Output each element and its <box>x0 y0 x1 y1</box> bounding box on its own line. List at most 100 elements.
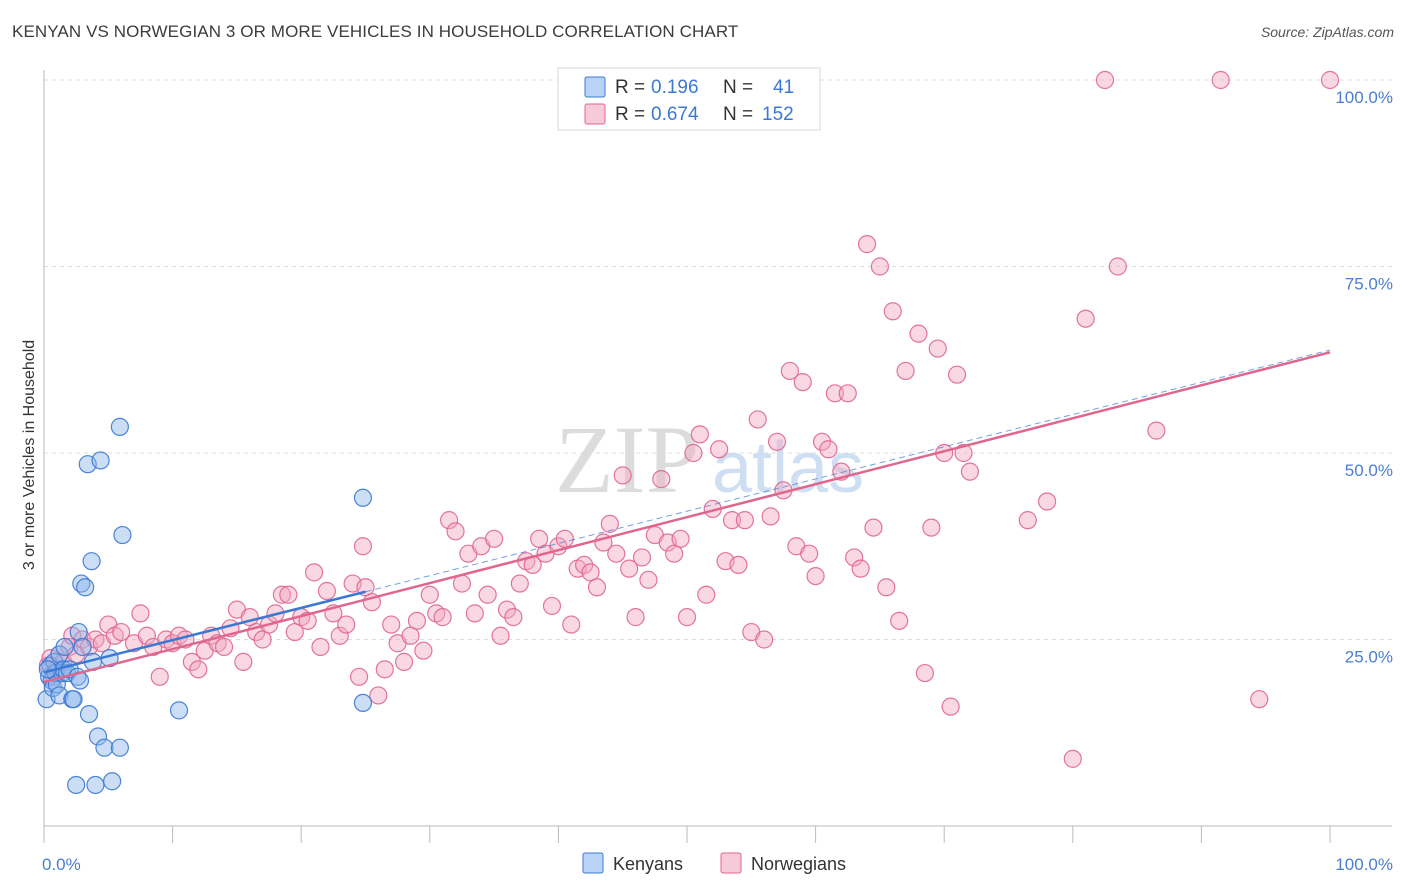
norwegians-point-116 <box>761 507 780 526</box>
norwegians-point-97 <box>639 570 658 589</box>
kenyans-point-30 <box>91 451 110 470</box>
kenyans-point-36 <box>113 525 132 545</box>
norwegians-point-46 <box>317 581 337 601</box>
norwegians-point-119 <box>780 361 799 381</box>
norwegians-point-65 <box>433 608 452 627</box>
kenyans-point-22 <box>73 637 92 657</box>
norwegians-point-103 <box>677 608 697 627</box>
kenyans-point-12 <box>55 637 74 657</box>
norwegians-point-105 <box>690 425 709 444</box>
norwegians-point-25 <box>182 652 201 671</box>
norwegians-point-70 <box>465 604 484 623</box>
norwegians-point-130 <box>851 559 870 578</box>
x-tick-labels: 0.0% 100.0% <box>42 855 1393 874</box>
norwegians-point-125 <box>819 440 838 459</box>
norwegians-point-108 <box>710 440 729 459</box>
norwegians-point-57 <box>382 615 401 634</box>
norwegians-point-39 <box>272 585 292 604</box>
bottom-legend: Kenyans Norwegians <box>582 852 846 874</box>
norwegians-point-140 <box>922 518 941 537</box>
norwegians-point-139 <box>915 663 935 683</box>
norwegians-point-123 <box>806 566 825 586</box>
norwegians-point-89 <box>587 578 607 597</box>
kenyans-point-35 <box>110 417 129 436</box>
x-tick-label-min: 0.0% <box>42 855 81 874</box>
norwegians-point-91 <box>600 514 619 533</box>
norwegians-point-45 <box>311 637 330 657</box>
kenyans-point-26 <box>82 552 101 571</box>
y-tick-label-75: 75.0% <box>1345 275 1393 294</box>
norwegians-point-149 <box>1063 749 1082 768</box>
norwegians-point-121 <box>793 373 812 392</box>
norwegians-point-85 <box>562 615 581 634</box>
norwegians-point-56 <box>375 660 394 679</box>
kenyans-point-31 <box>95 738 114 757</box>
legend-r-label-norwegians: R = <box>615 104 645 125</box>
kenyans-point-38 <box>353 488 373 507</box>
watermark: ZIP atlas <box>555 406 864 513</box>
norwegians-point-134 <box>877 578 896 597</box>
norwegians-point-143 <box>941 697 960 716</box>
norwegians-point-17 <box>131 604 150 623</box>
norwegians-point-145 <box>954 443 973 463</box>
norwegians-point-138 <box>909 324 928 343</box>
kenyans-point-23 <box>76 578 95 597</box>
series-norwegians <box>38 70 1340 768</box>
norwegians-point-48 <box>330 626 349 645</box>
y-tick-label-100: 100.0% <box>1335 88 1393 107</box>
norwegians-point-126 <box>825 384 844 403</box>
legend-r-value-kenyans: 0.196 <box>651 77 699 98</box>
axes <box>43 70 1392 827</box>
norwegians-point-15 <box>112 622 131 642</box>
source-label: Source: ZipAtlas.com <box>1260 24 1394 40</box>
norwegians-point-132 <box>864 518 883 537</box>
norwegians-point-122 <box>800 544 819 563</box>
x-tick-label-max: 100.0% <box>1335 855 1393 874</box>
watermark-zip: ZIP <box>555 406 699 513</box>
norwegians-point-77 <box>510 574 529 593</box>
legend-n-value-kenyans: 41 <box>773 77 794 98</box>
norwegians-point-49 <box>337 615 356 634</box>
trendlines <box>43 349 1331 684</box>
norwegians-point-84 <box>555 529 574 548</box>
kenyans-point-33 <box>103 772 122 791</box>
legend-swatch-norwegians <box>584 103 606 125</box>
norwegians-point-147 <box>1018 511 1037 530</box>
norwegians-point-55 <box>369 686 388 705</box>
norwegians-point-156 <box>1320 70 1340 90</box>
norwegians-point-111 <box>729 555 748 575</box>
norwegians-point-154 <box>1211 70 1230 90</box>
norwegians-point-66 <box>439 511 459 530</box>
norwegians-point-146 <box>960 462 980 481</box>
legend: R = 0.196 N = 41 R = 0.674 N = 152 <box>557 67 821 131</box>
bottom-legend-norwegians: Norwegians <box>751 854 846 874</box>
norwegians-point-112 <box>735 511 754 530</box>
norwegians-point-67 <box>446 522 465 541</box>
x-ticks <box>43 826 1331 843</box>
norwegians-point-76 <box>504 608 523 627</box>
norwegians-point-99 <box>652 470 671 489</box>
kenyans-point-16 <box>64 690 83 709</box>
norwegians-point-20 <box>150 667 169 686</box>
norwegians-point-30 <box>214 637 234 657</box>
norwegians-point-33 <box>234 652 253 671</box>
norwegians-point-18 <box>137 626 156 645</box>
legend-r-value-norwegians: 0.674 <box>651 104 699 125</box>
legend-n-label-kenyans: N = <box>723 77 753 98</box>
y-tick-label-50: 50.0% <box>1345 461 1393 480</box>
kenyans-trend-extension <box>365 349 1331 593</box>
norwegians-point-63 <box>420 585 439 604</box>
norwegians-point-73 <box>485 529 504 548</box>
norwegians-point-136 <box>890 611 909 630</box>
norwegians-point-155 <box>1250 690 1269 709</box>
kenyans-point-17 <box>67 775 86 795</box>
norwegians-point-61 <box>407 611 427 630</box>
norwegians-point-94 <box>620 559 639 578</box>
norwegians-point-152 <box>1108 257 1127 276</box>
norwegians-point-62 <box>414 641 433 660</box>
norwegians-point-40 <box>279 585 298 604</box>
chart-title: KENYAN VS NORWEGIAN 3 OR MORE VEHICLES I… <box>12 22 739 41</box>
y-tick-labels: 25.0% 50.0% 75.0% 100.0% <box>1335 88 1393 667</box>
norwegians-point-114 <box>748 410 767 429</box>
